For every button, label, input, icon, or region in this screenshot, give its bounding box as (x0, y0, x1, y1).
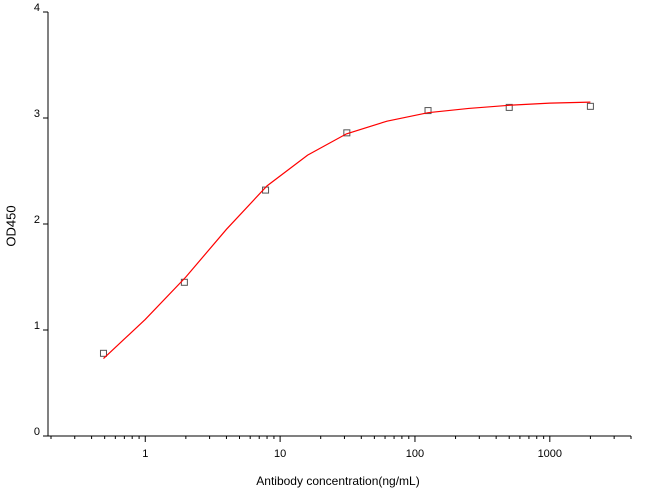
x-axis-label: Antibody concentration(ng/mL) (256, 474, 419, 488)
data-point (99, 349, 107, 357)
data-point (424, 107, 432, 115)
data-point (586, 102, 594, 110)
x-tick-label: 10 (274, 448, 286, 460)
y-tick-label: 0 (34, 426, 40, 438)
y-tick-label: 2 (34, 214, 40, 226)
y-tick-label: 3 (34, 108, 40, 120)
y-tick-label: 1 (34, 320, 40, 332)
data-point (505, 103, 513, 111)
fit-curve (103, 101, 591, 360)
y-axis-label: OD450 (3, 205, 18, 246)
x-tick-label: 1 (142, 448, 148, 460)
x-tick-label: 100 (406, 448, 424, 460)
y-tick-label: 4 (34, 2, 40, 14)
x-tick-label: 1000 (538, 448, 562, 460)
